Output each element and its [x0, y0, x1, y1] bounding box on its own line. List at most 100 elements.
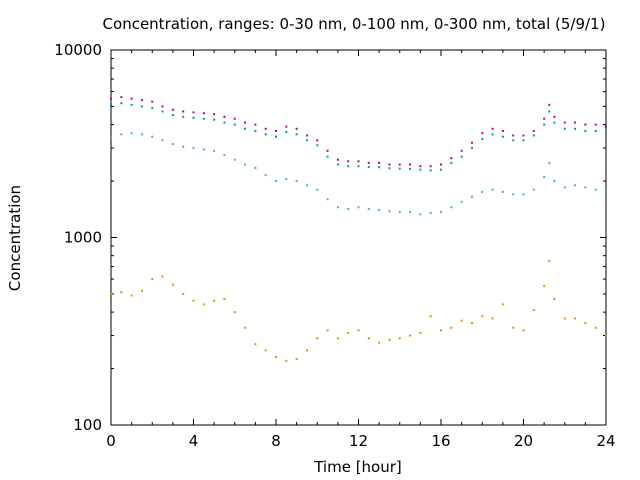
data-point: [192, 299, 195, 302]
data-point: [244, 326, 247, 329]
data-point: [130, 97, 133, 100]
data-point: [140, 289, 143, 292]
data-point: [140, 99, 143, 102]
data-point: [584, 186, 587, 189]
data-point: [605, 132, 607, 135]
data-point: [171, 143, 174, 146]
data-point: [233, 158, 236, 161]
data-point: [532, 188, 535, 191]
data-point: [450, 326, 453, 329]
data-point: [326, 198, 329, 201]
data-point: [481, 132, 484, 135]
data-point: [192, 111, 195, 114]
data-point: [213, 113, 216, 116]
series-1: [110, 102, 607, 172]
data-point: [213, 149, 216, 152]
x-tick-label: 8: [271, 432, 281, 450]
data-point: [584, 123, 587, 126]
data-point: [522, 193, 525, 196]
data-point: [398, 167, 401, 170]
data-point: [305, 139, 308, 142]
data-point: [110, 97, 112, 100]
data-point: [367, 337, 370, 340]
data-point: [202, 148, 205, 151]
data-point: [548, 103, 551, 106]
data-point: [419, 165, 422, 168]
data-point: [213, 118, 216, 121]
data-point: [110, 103, 112, 106]
data-point: [151, 278, 154, 281]
data-point: [202, 303, 205, 306]
data-point: [285, 131, 288, 134]
data-point: [316, 188, 319, 191]
y-tick-label: 1000: [64, 229, 102, 247]
data-point: [223, 115, 226, 118]
data-point: [440, 163, 442, 166]
data-point: [440, 329, 442, 332]
data-point: [264, 127, 267, 130]
data-point: [419, 331, 422, 334]
data-point: [409, 163, 412, 166]
data-point: [171, 283, 174, 286]
data-point: [409, 167, 412, 170]
data-point: [512, 134, 515, 137]
data-point: [285, 125, 288, 128]
data-point: [491, 317, 494, 320]
y-tick-label: 100: [73, 416, 102, 434]
data-point: [254, 166, 257, 169]
data-point: [481, 138, 484, 141]
data-point: [357, 160, 360, 163]
data-point: [151, 135, 154, 138]
data-point: [192, 147, 195, 150]
data-point: [532, 129, 535, 132]
x-tick-label: 12: [349, 432, 368, 450]
data-point: [182, 292, 185, 295]
data-point: [336, 206, 339, 209]
data-point: [532, 309, 535, 312]
data-point: [171, 114, 174, 117]
data-point: [213, 299, 216, 302]
data-point: [378, 209, 381, 212]
data-point: [419, 213, 422, 216]
data-point: [388, 338, 391, 341]
data-point: [233, 311, 236, 314]
data-point: [275, 135, 277, 138]
data-point: [548, 161, 551, 164]
data-point: [378, 341, 381, 344]
data-point: [398, 337, 401, 340]
data-point: [501, 129, 504, 132]
data-point: [295, 127, 298, 130]
data-point: [543, 123, 546, 126]
data-point: [470, 321, 473, 324]
data-point: [347, 160, 350, 163]
data-point: [450, 157, 453, 160]
data-point: [275, 356, 277, 359]
data-point: [233, 123, 236, 126]
data-point: [202, 112, 205, 115]
data-point: [522, 329, 525, 332]
data-point: [522, 139, 525, 142]
data-point: [151, 107, 154, 110]
data-point: [481, 315, 484, 318]
data-point: [594, 123, 597, 126]
data-point: [553, 297, 556, 300]
data-point: [594, 129, 597, 132]
data-point: [409, 334, 412, 337]
data-point: [275, 180, 277, 183]
data-point: [574, 317, 577, 320]
data-point: [481, 190, 484, 193]
data-point: [378, 166, 381, 169]
data-point: [548, 110, 551, 113]
data-point: [161, 110, 164, 113]
data-point: [140, 105, 143, 108]
data-point: [244, 163, 247, 166]
data-point: [553, 115, 556, 118]
data-point: [501, 135, 504, 138]
data-point: [429, 212, 432, 215]
data-point: [470, 141, 473, 144]
data-point: [161, 139, 164, 142]
data-point: [357, 165, 360, 168]
data-point: [161, 105, 164, 108]
data-point: [130, 103, 133, 106]
data-point: [130, 294, 133, 297]
